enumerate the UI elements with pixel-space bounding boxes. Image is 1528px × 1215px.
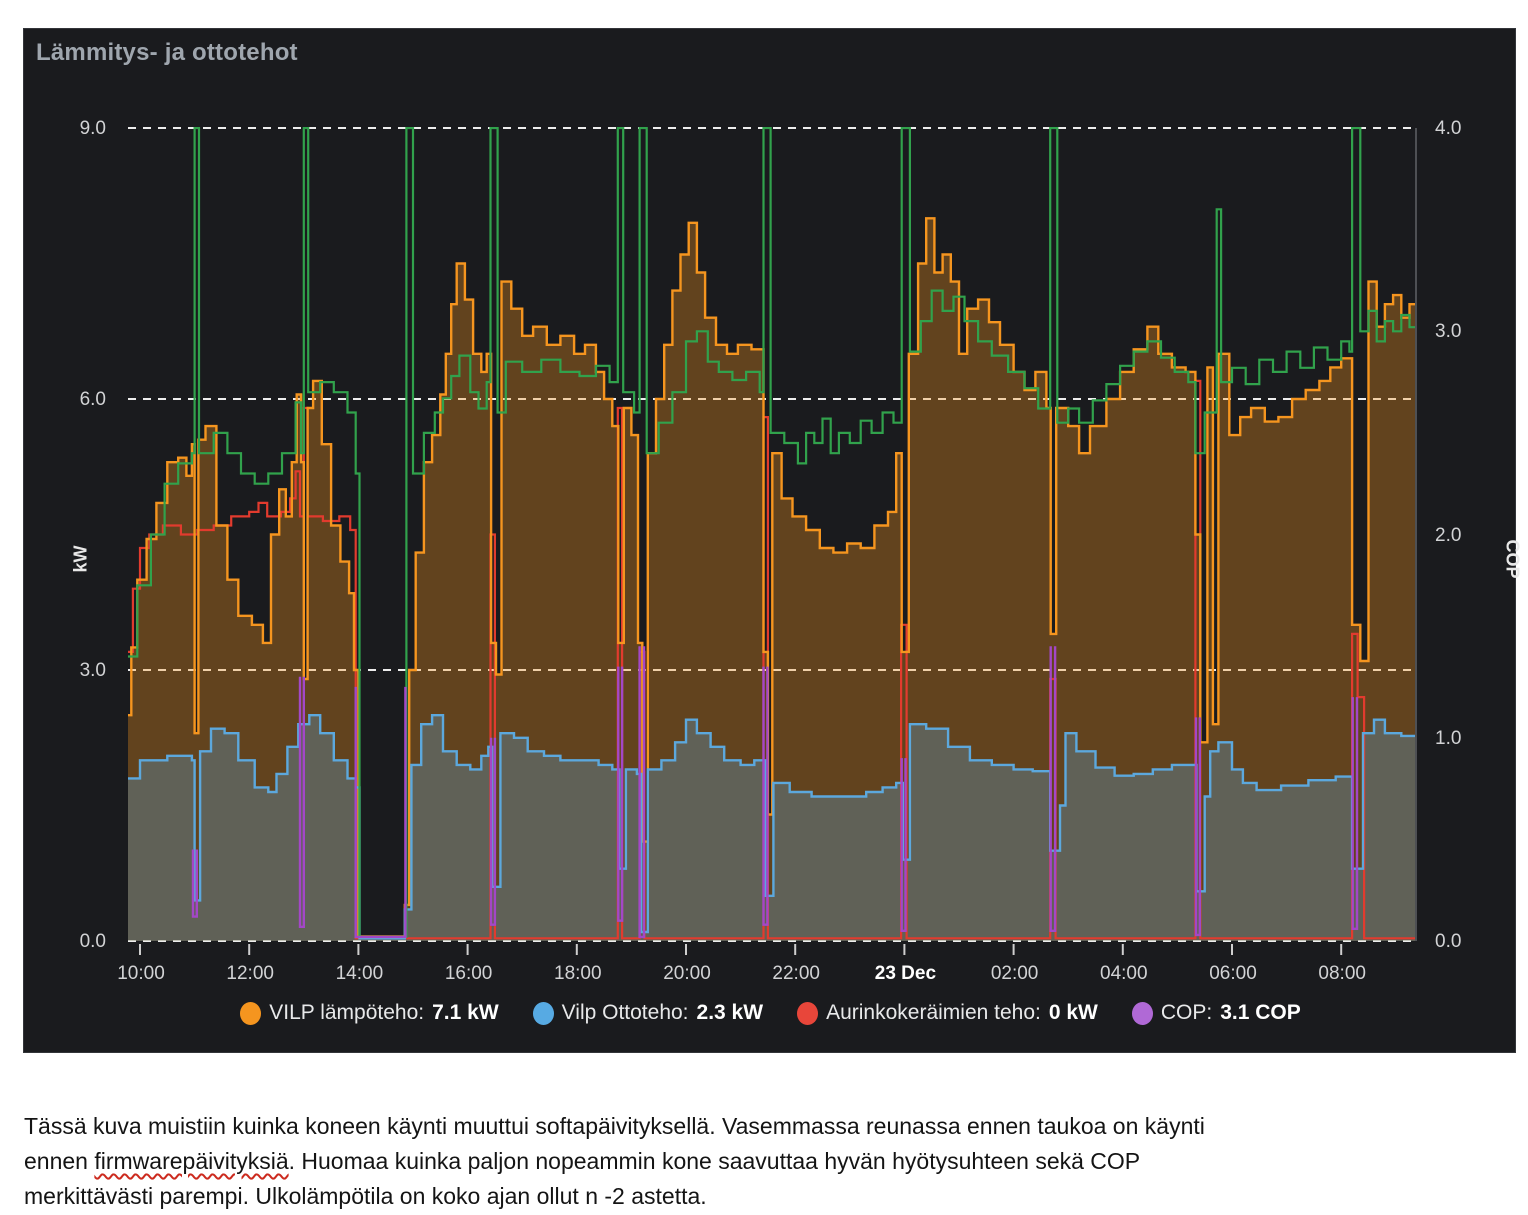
series-cop-dip-10 [1351,697,1359,930]
series-cop-dip-2 [354,686,407,939]
x-axis-tick-06:00: 06:00 [1209,963,1257,984]
series-cop-dip-8 [1049,646,1057,932]
y-axis-left-tick-0.0: 0.0 [79,931,106,952]
chart-legend: VILP lämpöteho: 7.1 kW Vilp Ottoteho: 2.… [24,1001,1517,1025]
legend-color-dot [240,1001,262,1025]
x-axis-tick-20:00: 20:00 [663,963,711,984]
legend-value: 2.3 kW [696,1001,764,1024]
legend-value: 7.1 kW [432,1001,499,1024]
series-cop-dip-7 [900,758,907,932]
y-axis-right-tick-3.0: 3.0 [1435,321,1462,343]
panel-title[interactable]: Lämmitys- ja ottotehot [36,39,298,66]
series-cop-dip-3 [489,737,497,926]
legend-item-vilp-ottoteho[interactable]: Vilp Ottoteho: 2.3 kW [532,1001,764,1025]
x-axis-tick-08:00: 08:00 [1318,963,1366,984]
legend-color-dot [1131,1001,1153,1025]
legend-item-aurinkokeraimet[interactable]: Aurinkokeräimien teho: 0 kW [797,1001,1098,1025]
legend-item-vilp-lampoteho[interactable]: VILP lämpöteho: 7.1 kW [240,1001,499,1025]
legend-label: VILP lämpöteho: [269,1001,425,1024]
caption-text: Tässä kuva muistiin kuinka koneen käynti… [24,1113,1205,1210]
series-vilp-lampoteho-line[interactable] [128,217,1418,938]
series-vilp-ottoteho-fill [128,715,1415,941]
x-axis-tick-12:00: 12:00 [226,963,274,984]
x-axis-tick-02:00: 02:00 [990,963,1039,984]
y-axis-right-tick-1.0: 1.0 [1435,727,1462,749]
legend-item-cop[interactable]: COP: 3.1 COP [1131,1001,1301,1025]
legend-label: Aurinkokeräimien teho: [826,1001,1041,1024]
x-axis-tick-10:00: 10:00 [117,963,165,984]
series-cop-dip-6 [762,666,769,926]
series-cop-dip-1 [298,676,305,928]
x-axis-tick-22:00: 22:00 [772,963,820,984]
series-cop-dip-9 [1194,717,1201,937]
x-axis-tick-14:00: 14:00 [335,963,384,984]
series-cop-line[interactable] [128,127,1418,938]
x-axis-tick-23 Dec: 23 Dec [874,963,937,984]
legend-label: COP: [1160,1001,1213,1024]
y-axis-right-tick-0.0: 0.0 [1435,931,1462,952]
y-axis-left-tick-9.0: 9.0 [79,118,106,139]
legend-value: 3.1 COP [1220,1001,1301,1024]
x-axis-tick-16:00: 16:00 [444,963,493,984]
legend-value: 0 kW [1048,1001,1098,1024]
spellcheck-underlined-word: firmwarepäivityksiä [94,1148,289,1175]
y-axis-left-tick-3.0: 3.0 [79,660,106,681]
y-axis-right-tick-2.0: 2.0 [1435,524,1462,546]
legend-label: Vilp Ottoteho: [561,1001,689,1024]
y-axis-right-tick-4.0: 4.0 [1435,118,1462,139]
x-axis-tick-18:00: 18:00 [554,963,602,984]
series-cop-dip-0 [191,849,198,918]
legend-color-dot [532,1001,554,1025]
y-axis-left-tick-6.0: 6.0 [79,389,106,410]
legend-color-dot [797,1001,819,1025]
series-cop-dip-5 [638,646,646,939]
series-cop-dip-4 [617,666,624,922]
x-axis-tick-04:00: 04:00 [1100,963,1148,984]
